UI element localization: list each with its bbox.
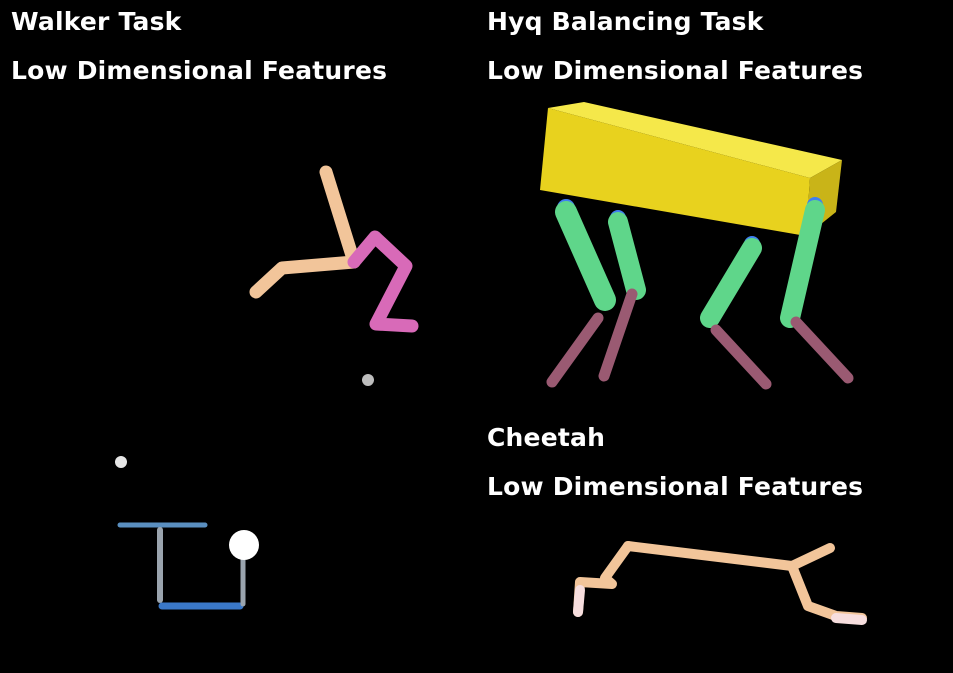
cheetah-figure: [573, 541, 867, 625]
hyq-lower-leg: [710, 324, 772, 390]
hyq-upper-leg: [780, 200, 825, 328]
hyq-lower-leg: [790, 316, 854, 384]
reacher-target: [115, 456, 127, 468]
hyq-body-top: [548, 102, 842, 178]
cheetah-back-leg: [573, 541, 633, 617]
hyq-lower-leg: [598, 288, 638, 382]
cheetah-front-leg-lower: [787, 561, 867, 623]
hyq-task-title: Hyq Balancing Task: [487, 7, 764, 36]
cheetah-task-title: Cheetah: [487, 423, 606, 452]
walker-ball: [362, 374, 374, 386]
cheetah-body: [623, 541, 797, 571]
walker-figure: [249, 165, 419, 386]
hyq-robot: [540, 102, 854, 390]
hyq-upper-leg: [608, 212, 646, 300]
hyq-upper-leg: [700, 238, 762, 328]
cheetah-front-leg: [787, 543, 835, 571]
walker-task-subtitle: Low Dimensional Features: [11, 56, 388, 85]
reacher-ball: [229, 530, 259, 560]
walker-task-title: Walker Task: [11, 7, 182, 36]
hyq-body-front: [540, 108, 810, 236]
cheetah-front-foot: [831, 613, 867, 625]
cheetah-back-foot: [573, 585, 585, 617]
cheetah-task-subtitle: Low Dimensional Features: [487, 472, 864, 501]
walker-right-leg: [347, 230, 419, 333]
reacher-figure: [115, 456, 259, 610]
hyq-lower-leg: [546, 312, 604, 388]
hyq-upper-leg: [555, 201, 616, 311]
hyq-task-subtitle: Low Dimensional Features: [487, 56, 864, 85]
walker-left-leg: [249, 165, 361, 299]
